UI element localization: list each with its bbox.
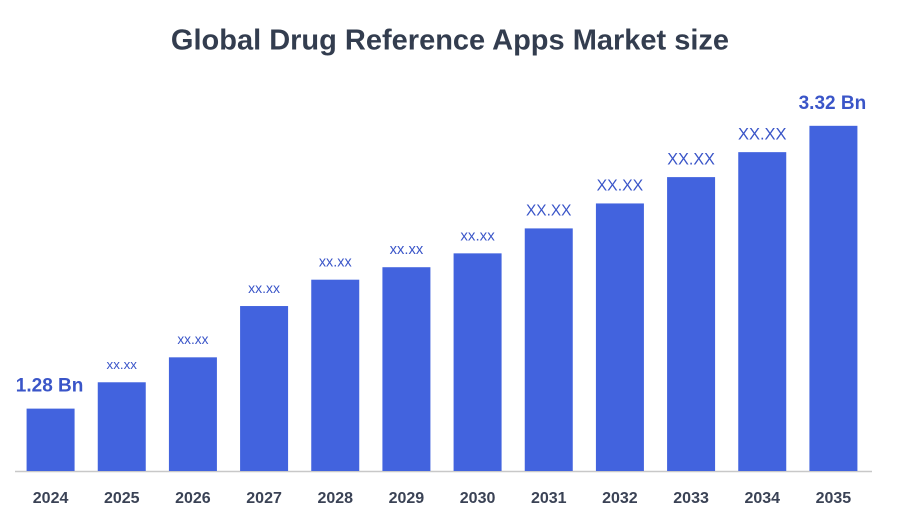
x-tick-label: 2028 — [317, 490, 353, 507]
chart-title: Global Drug Reference Apps Market size — [171, 25, 729, 57]
bar — [667, 177, 716, 471]
bar — [168, 357, 217, 471]
x-tick-label: 2024 — [33, 490, 69, 507]
value-label: XX.XX — [597, 178, 644, 195]
bar — [738, 152, 787, 472]
value-label: xx.xx — [460, 227, 495, 244]
bar — [524, 228, 573, 471]
value-label: xx.xx — [107, 357, 138, 372]
bar — [97, 382, 146, 471]
value-label: xx.xx — [390, 242, 424, 258]
x-tick-label: 2029 — [389, 490, 425, 507]
bar — [382, 267, 431, 471]
x-tick-label: 2026 — [175, 490, 211, 507]
x-tick-label: 2032 — [602, 490, 638, 507]
x-tick-label: 2027 — [246, 490, 282, 507]
value-label: xx.xx — [319, 254, 353, 270]
bar — [453, 253, 502, 471]
x-tick-label: 2030 — [460, 490, 496, 507]
bar — [311, 279, 360, 471]
x-tick-label: 2025 — [104, 490, 140, 507]
x-tick-label: 2031 — [531, 490, 567, 507]
value-label: XX.XX — [667, 150, 715, 168]
bar — [809, 125, 858, 471]
value-label: xx.xx — [248, 280, 280, 296]
x-tick-label: 2033 — [673, 490, 709, 507]
bar — [595, 203, 644, 472]
value-label: XX.XX — [738, 126, 787, 144]
value-label: 1.28 Bn — [16, 376, 84, 397]
value-label: 3.32 Bn — [799, 93, 867, 114]
value-label: xx.xx — [177, 332, 208, 347]
x-tick-label: 2034 — [744, 490, 780, 507]
bar — [240, 306, 289, 471]
value-label: XX.XX — [526, 202, 571, 219]
bar — [26, 408, 75, 471]
x-tick-label: 2035 — [816, 490, 852, 507]
